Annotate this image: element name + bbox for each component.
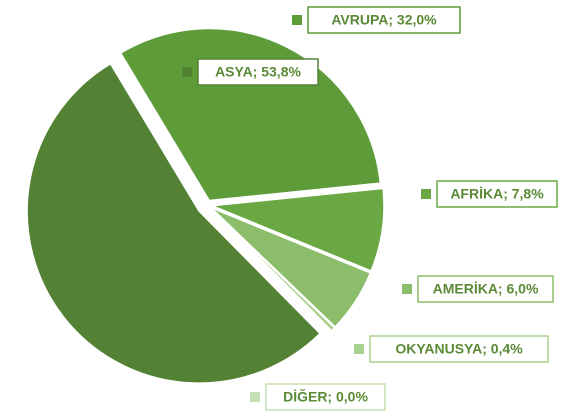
label-box <box>436 180 558 208</box>
label-marker <box>354 344 364 354</box>
label-marker <box>402 284 412 294</box>
data-label: OKYANUSYA; 0,4% <box>395 341 523 357</box>
label-marker <box>292 15 302 25</box>
label-marker <box>250 392 260 402</box>
label-marker <box>421 189 431 199</box>
data-label: ASYA; 53,8% <box>215 64 301 80</box>
pie-slice <box>211 187 385 272</box>
label-box <box>197 58 319 86</box>
label-box <box>265 383 386 411</box>
label-marker <box>182 67 192 77</box>
data-label: AFRİKA; 7,8% <box>450 186 544 202</box>
label-box <box>369 335 549 363</box>
label-box <box>307 6 461 34</box>
data-label: AVRUPA; 32,0% <box>331 12 437 28</box>
data-label: AMERİKA; 6,0% <box>433 281 539 297</box>
pie-slice <box>26 62 322 384</box>
pie-slice <box>210 207 372 329</box>
label-box <box>417 275 554 303</box>
data-label: DİĞER; 0,0% <box>283 388 368 405</box>
